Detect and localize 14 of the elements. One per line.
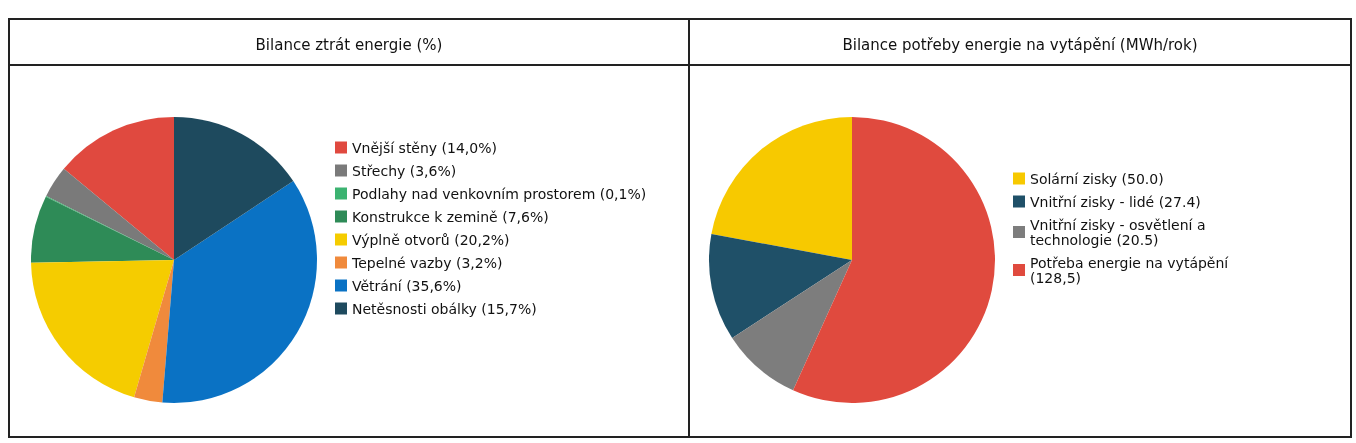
chart-title: Bilance potřeby energie na vytápění (MWh/rok) (842, 35, 1198, 54)
legend-label: Vnitřní zisky - osvětlení a technologie (20.5) (1030, 216, 1210, 248)
chart-title: Bilance ztrát energie (%) (255, 35, 443, 54)
legend-label: Větrání (35,6%) (352, 277, 462, 294)
legend-label: Solární zisky (50.0) (1030, 170, 1164, 187)
legend-label: Potřeba energie na vytápění (128,5) (1030, 254, 1233, 286)
legend-label: Vnější stěny (14,0%) (352, 139, 497, 156)
legend-label: Vnitřní zisky - lidé (27.4) (1030, 193, 1201, 210)
legend-label: Výplně otvorů (20,2%) (352, 231, 510, 248)
legend-label: Tepelné vazby (3,2%) (351, 254, 503, 271)
legend-label: Netěsnosti obálky (15,7%) (352, 300, 537, 317)
legend-label: Podlahy nad venkovním prostorem (0,1%) (352, 185, 647, 202)
legend-label: Konstrukce k zemině (7,6%) (352, 208, 549, 225)
legend-label: Střechy (3,6%) (352, 162, 457, 179)
